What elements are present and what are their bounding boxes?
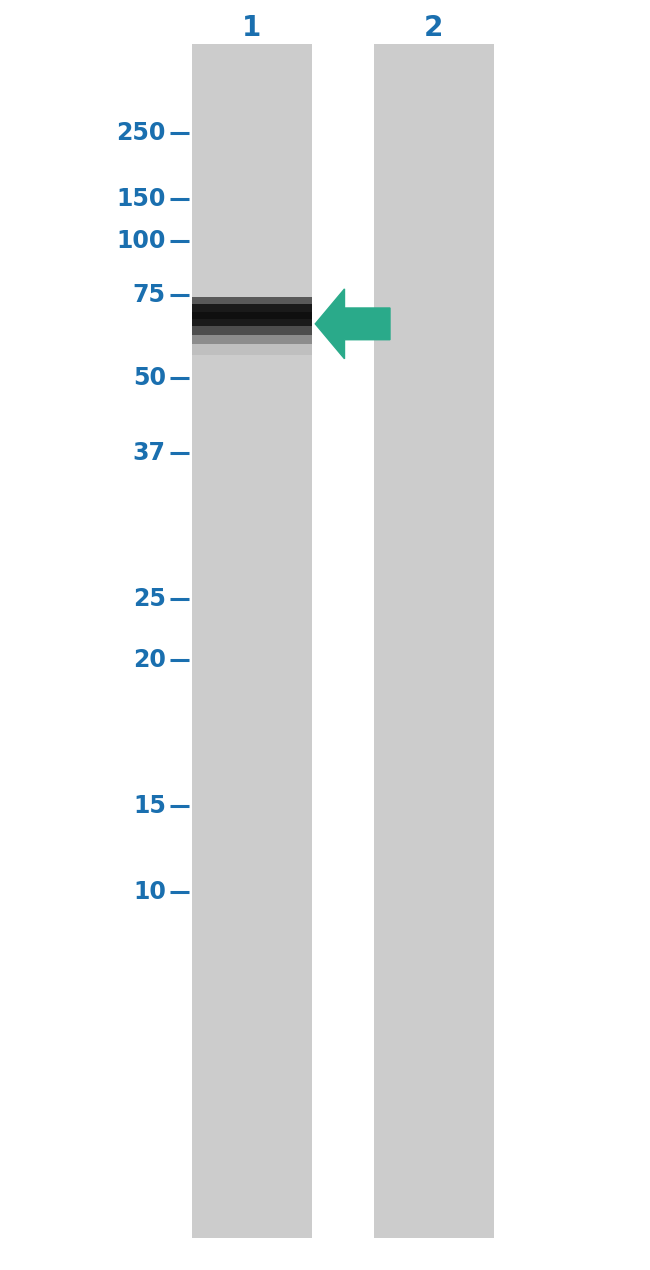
- Text: 100: 100: [116, 230, 166, 253]
- Text: 15: 15: [133, 795, 166, 818]
- Text: 1: 1: [242, 14, 261, 42]
- Text: 250: 250: [116, 122, 166, 145]
- Text: 50: 50: [133, 367, 166, 390]
- Bar: [374, 44, 494, 1238]
- Text: 2: 2: [424, 14, 443, 42]
- Bar: [192, 44, 312, 1238]
- Text: 75: 75: [133, 283, 166, 306]
- Text: 20: 20: [133, 649, 166, 672]
- Text: 25: 25: [133, 588, 166, 611]
- Text: 150: 150: [116, 188, 166, 211]
- FancyArrow shape: [315, 290, 390, 358]
- Text: 10: 10: [133, 880, 166, 903]
- Text: 37: 37: [133, 442, 166, 465]
